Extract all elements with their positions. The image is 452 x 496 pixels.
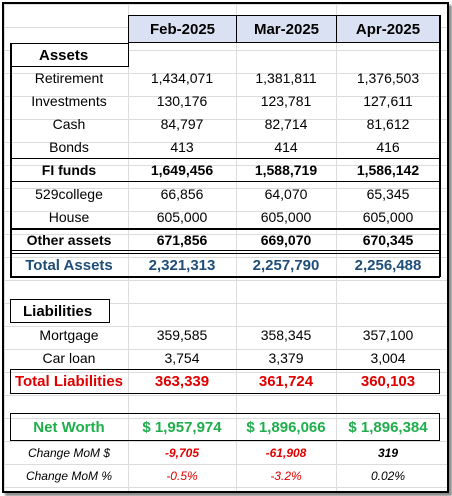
cell-house-feb[interactable]: 605,000 [156,208,208,225]
cell-fi-funds-feb[interactable]: 1,649,456 [150,162,214,178]
cell-net-worth-apr[interactable]: $ 1,896,384 [348,418,428,436]
cell-retirement-feb[interactable]: 1,434,071 [150,69,214,86]
row-label-net-worth[interactable]: Net Worth [33,418,105,436]
cell-net-worth-mar[interactable]: $ 1,896,066 [246,418,326,436]
row-label-retirement[interactable]: Retirement [34,69,104,86]
cell-total-liabilities-apr[interactable]: 360,103 [360,373,416,390]
header-feb[interactable]: Feb-2025 [128,15,237,43]
row-label-fi-funds[interactable]: FI funds [41,162,97,178]
row-label-total-liabilities[interactable]: Total Liabilities [14,373,124,390]
row-label-bonds[interactable]: Bonds [49,138,89,155]
border-line [439,15,441,277]
cell-change-dollar-mar[interactable]: -61,908 [265,445,307,460]
cell-cash-mar[interactable]: 82,714 [264,115,308,132]
cell-net-worth-feb[interactable]: $ 1,957,974 [142,418,222,436]
row-label-529college[interactable]: 529college [35,185,103,202]
cell-retirement-apr[interactable]: 1,376,503 [356,69,420,86]
cell-change-pct-mar[interactable]: -3.2% [270,468,302,483]
cell-529college-feb[interactable]: 66,856 [160,185,204,202]
assets-section-label[interactable]: Assets [10,43,129,67]
cell-other-assets-mar[interactable]: 669,070 [260,231,312,248]
header-apr[interactable]: Apr-2025 [336,15,440,43]
cell-investments-feb[interactable]: 130,176 [156,92,208,109]
row-label-change-mom-dollar[interactable]: Change MoM $ [27,445,111,460]
row-label-house[interactable]: House [48,208,90,225]
cell-mortgage-mar[interactable]: 358,345 [260,326,312,343]
spreadsheet-frame: Feb-2025 Mar-2025 Apr-2025 Assets Retire… [2,2,449,493]
border-line [10,43,12,277]
cell-change-pct-apr[interactable]: 0.02% [370,468,406,483]
cell-car-loan-apr[interactable]: 3,004 [370,349,406,366]
row-label-other-assets[interactable]: Other assets [26,231,112,248]
gridline [336,4,337,491]
cell-change-dollar-feb[interactable]: -9,705 [164,445,200,460]
cell-fi-funds-apr[interactable]: 1,586,142 [356,162,420,178]
cell-other-assets-feb[interactable]: 671,856 [156,231,208,248]
total-liabilities-border [10,369,440,394]
cell-fi-funds-mar[interactable]: 1,588,719 [254,162,318,178]
row-label-mortgage[interactable]: Mortgage [39,326,99,343]
cell-total-assets-feb[interactable]: 2,321,313 [148,256,216,274]
row-label-change-mom-pct[interactable]: Change MoM % [25,468,113,483]
cell-bonds-mar[interactable]: 414 [274,138,298,155]
cell-house-apr[interactable]: 605,000 [362,208,414,225]
cell-cash-feb[interactable]: 84,797 [160,115,204,132]
cell-total-liabilities-mar[interactable]: 361,724 [258,373,314,390]
cell-change-pct-feb[interactable]: -0.5% [166,468,198,483]
cell-529college-mar[interactable]: 64,070 [264,185,308,202]
cell-529college-apr[interactable]: 65,345 [366,185,410,202]
header-mar[interactable]: Mar-2025 [236,15,337,43]
cell-other-assets-apr[interactable]: 670,345 [362,231,414,248]
gridlines [4,4,447,491]
row-label-total-assets[interactable]: Total Assets [25,256,113,274]
row-label-investments[interactable]: Investments [31,92,107,109]
liabilities-section-label[interactable]: Liabilities [10,299,110,323]
cell-investments-mar[interactable]: 123,781 [260,92,312,109]
cell-change-dollar-apr[interactable]: 319 [377,445,399,460]
cell-cash-apr[interactable]: 81,612 [366,115,410,132]
cell-mortgage-apr[interactable]: 357,100 [362,326,414,343]
double-border [10,250,440,254]
border-line [10,276,440,278]
cell-investments-apr[interactable]: 127,611 [363,92,413,109]
gridline [236,4,237,491]
row-label-cash[interactable]: Cash [52,115,86,132]
cell-total-liabilities-feb[interactable]: 363,339 [154,373,210,390]
cell-bonds-feb[interactable]: 413 [170,138,194,155]
net-worth-border [10,413,440,441]
cell-total-assets-apr[interactable]: 2,256,488 [354,256,422,274]
cell-car-loan-mar[interactable]: 3,379 [268,349,304,366]
border-line [10,228,440,230]
row-label-car-loan[interactable]: Car loan [42,349,96,366]
cell-house-mar[interactable]: 605,000 [260,208,312,225]
cell-total-assets-mar[interactable]: 2,257,790 [252,256,320,274]
cell-mortgage-feb[interactable]: 359,585 [156,326,208,343]
cell-car-loan-feb[interactable]: 3,754 [164,349,200,366]
cell-bonds-apr[interactable]: 416 [376,138,400,155]
gridline [128,4,129,491]
cell-retirement-mar[interactable]: 1,381,811 [255,69,317,86]
